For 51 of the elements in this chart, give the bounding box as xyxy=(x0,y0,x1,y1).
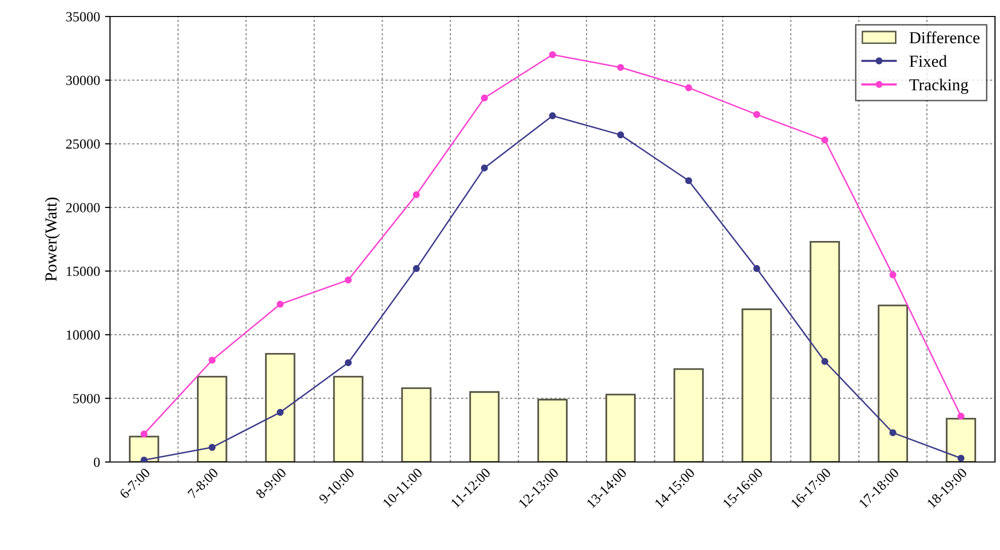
bar xyxy=(537,398,568,462)
y-tick-label: 0 xyxy=(94,458,100,467)
bar xyxy=(605,394,636,462)
point xyxy=(208,444,216,451)
bar xyxy=(674,368,704,462)
bar xyxy=(878,304,908,462)
point xyxy=(617,131,624,138)
point xyxy=(140,430,148,438)
y-tick-label: 30000 xyxy=(66,76,100,86)
legend-label: Fixed xyxy=(910,55,947,67)
point xyxy=(208,356,216,364)
point xyxy=(889,271,896,278)
bar xyxy=(401,387,432,462)
point xyxy=(617,64,624,71)
point xyxy=(480,94,488,102)
point xyxy=(276,300,284,308)
point xyxy=(140,456,148,462)
legend-label: Difference xyxy=(910,31,980,44)
point xyxy=(412,191,420,198)
point xyxy=(344,276,352,284)
point xyxy=(753,111,760,118)
bar xyxy=(469,391,500,462)
legend-label: Tracking xyxy=(909,78,968,94)
bar xyxy=(333,376,364,462)
y-tick-label: 35000 xyxy=(66,12,100,22)
y-tick-label: 25000 xyxy=(66,139,100,149)
point xyxy=(685,177,692,184)
point xyxy=(549,112,556,120)
point xyxy=(344,359,352,366)
y-tick-label: 5000 xyxy=(73,394,100,404)
y-axis-title: Power(Watt) xyxy=(44,198,60,282)
point xyxy=(276,408,284,416)
point xyxy=(753,265,760,272)
point xyxy=(821,358,828,365)
point xyxy=(412,265,420,272)
point xyxy=(889,429,896,436)
y-tick-label: 15000 xyxy=(66,266,100,276)
bar xyxy=(946,418,976,462)
bar xyxy=(265,352,296,462)
y-tick-label: 20000 xyxy=(66,203,100,212)
point xyxy=(480,164,488,172)
point xyxy=(957,412,964,420)
bar xyxy=(742,308,772,462)
bar xyxy=(196,376,228,462)
point xyxy=(957,454,964,462)
point xyxy=(821,136,828,144)
bar xyxy=(128,436,160,462)
y-tick-label: 10000 xyxy=(66,330,100,340)
point xyxy=(549,51,556,58)
point xyxy=(685,84,692,92)
bar xyxy=(810,240,840,462)
